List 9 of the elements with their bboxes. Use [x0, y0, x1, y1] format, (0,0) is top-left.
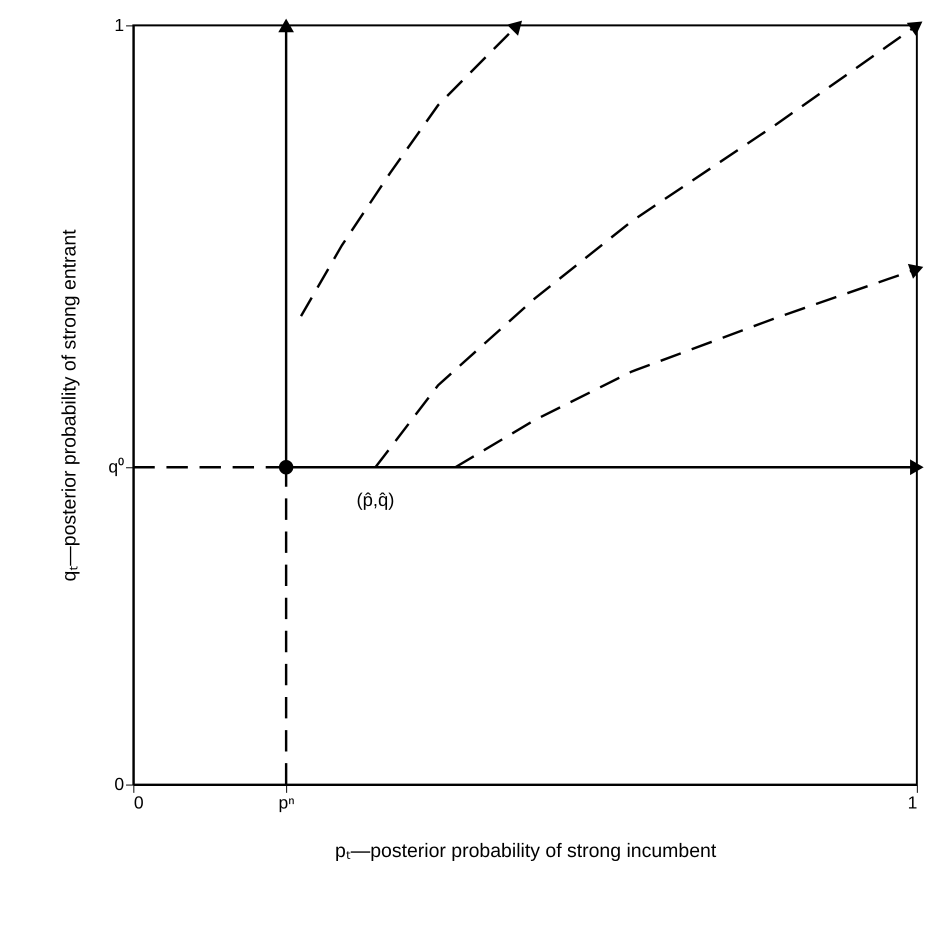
x-tick-label: 1: [908, 792, 918, 812]
y-tick-label: q⁰: [108, 456, 124, 477]
y-tick-label: 0: [114, 774, 124, 794]
x-tick-label: 0: [134, 792, 144, 812]
x-tick-label: pⁿ: [278, 792, 295, 812]
y-tick-label: 1: [114, 14, 124, 35]
x-axis-title: pₜ—posterior probability of strong incumbent: [334, 840, 717, 862]
y-axis-title: qₜ—posterior probability of strong entrant: [58, 228, 80, 582]
annotation: (p̂,q̂): [356, 489, 394, 510]
